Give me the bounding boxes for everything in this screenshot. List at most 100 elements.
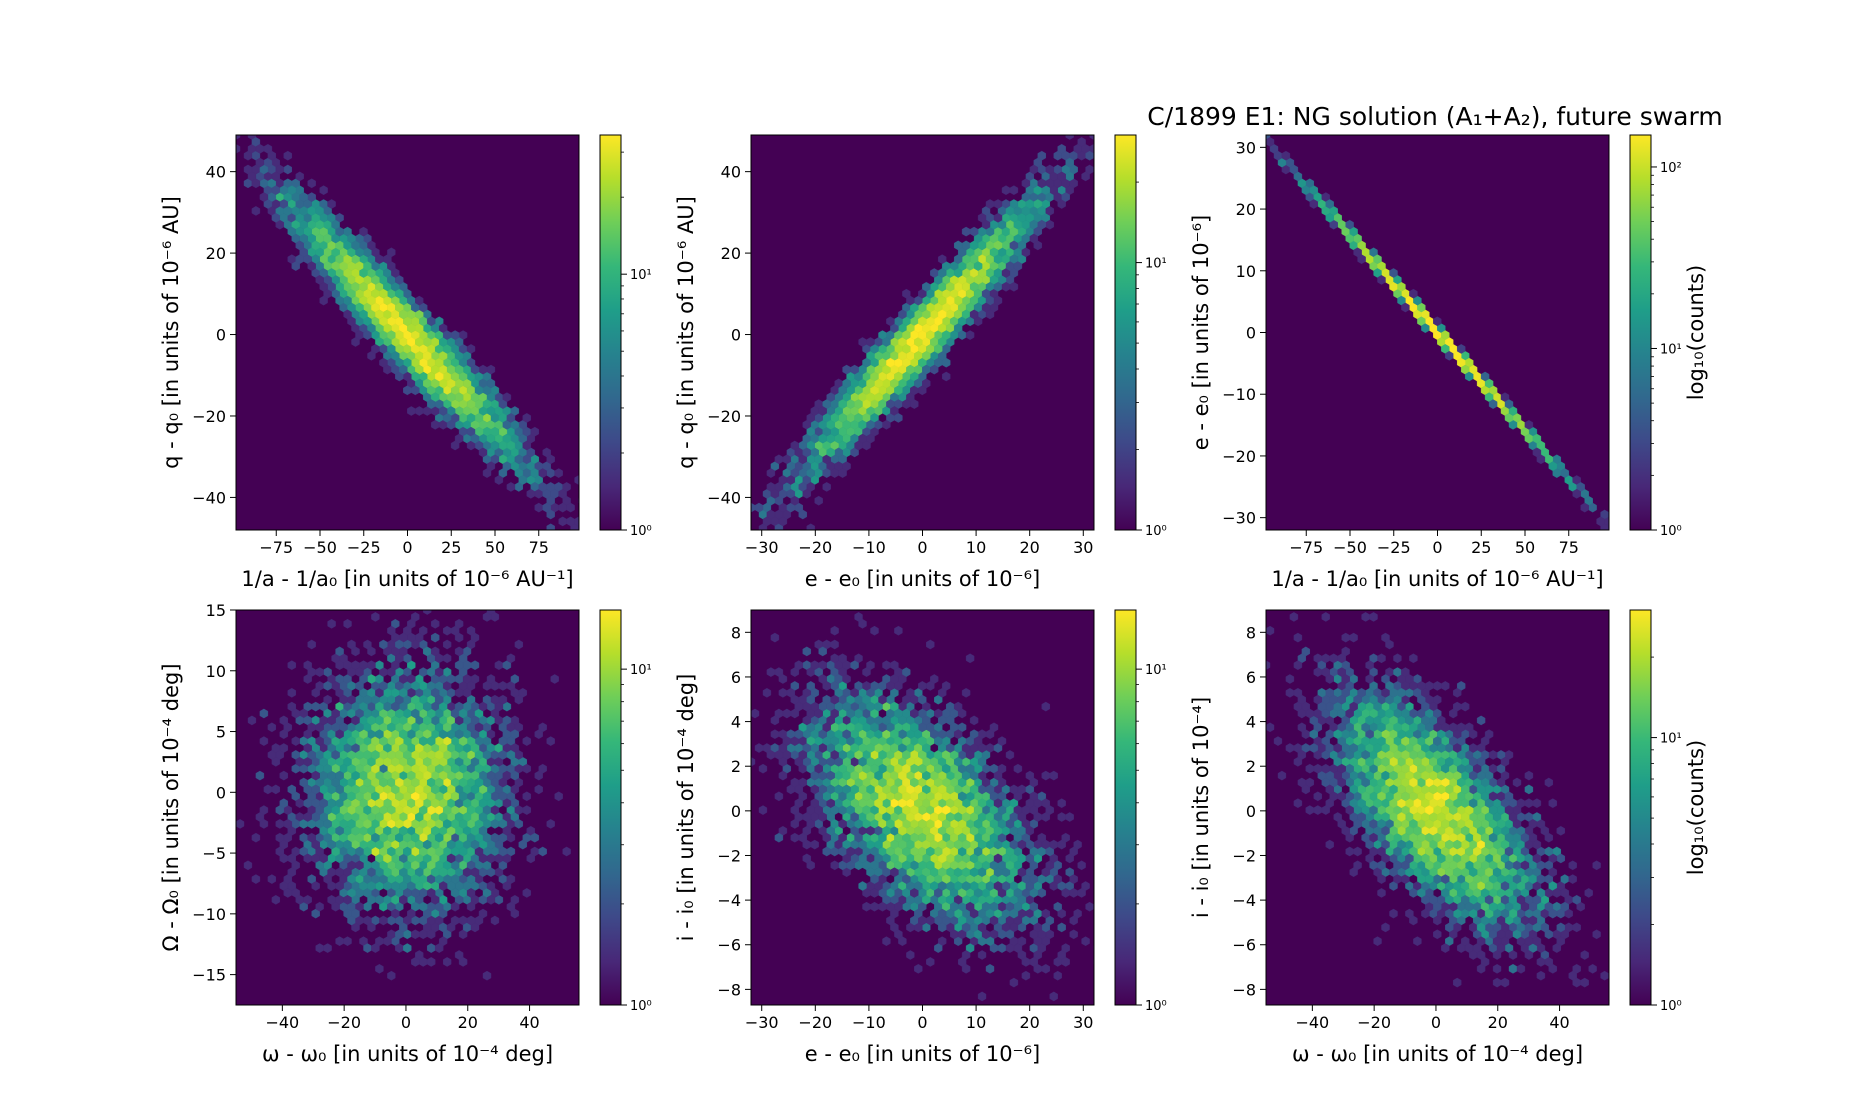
hex-bin	[494, 660, 504, 671]
hex-bin	[961, 922, 971, 933]
hex-bin	[1460, 825, 1470, 836]
hex-bin	[391, 660, 400, 671]
hex-bin	[454, 392, 464, 403]
hex-bin	[1321, 667, 1330, 677]
hex-bin	[1401, 791, 1410, 802]
hex-bin	[383, 812, 392, 822]
colorbar-tick-label: 10¹	[630, 268, 652, 283]
hex-bin	[1524, 936, 1534, 947]
hex-bin	[1309, 199, 1319, 209]
x-tick-label: 0	[401, 1013, 411, 1032]
hex-bin	[1381, 922, 1390, 933]
hex-bin	[411, 832, 420, 843]
hex-bin	[1281, 150, 1291, 161]
hex-bin	[1452, 756, 1462, 767]
y-tick-label: −10	[192, 905, 226, 924]
hex-bin	[918, 805, 927, 815]
hex-bin	[1301, 185, 1311, 196]
hex-bin	[450, 791, 460, 802]
hex-bin	[355, 860, 364, 871]
hex-bin	[558, 502, 567, 513]
y-axis-label: i - i₀ [in units of 10⁻⁴ deg]	[674, 674, 698, 942]
hex-bin	[335, 660, 344, 671]
hex-bin	[558, 488, 567, 499]
hex-bin	[1540, 825, 1550, 836]
hex-bin	[1009, 281, 1019, 292]
hex-bin	[279, 715, 288, 726]
hex-bin	[870, 888, 879, 898]
hex-bin	[311, 240, 320, 251]
hex-bin	[450, 819, 460, 829]
hex-bin	[1346, 599, 1354, 608]
hex-bin	[1325, 839, 1334, 850]
hex-bin	[1588, 963, 1597, 974]
hex-bin	[1572, 922, 1581, 933]
hex-bin	[1512, 805, 1522, 815]
hex-bin	[1433, 694, 1442, 705]
x-tick-label: 40	[1549, 1013, 1569, 1032]
hex-bin	[1377, 722, 1386, 733]
hex-bin	[1041, 798, 1051, 809]
hex-bin	[822, 468, 831, 478]
hex-bin	[498, 681, 508, 691]
hex-bin	[910, 722, 919, 733]
hex-bin	[826, 419, 835, 430]
hex-bin	[1057, 839, 1066, 850]
hex-bin	[1005, 860, 1015, 871]
hex-bin	[466, 888, 476, 898]
y-tick-label: −40	[707, 488, 741, 507]
x-tick-label: 25	[1471, 538, 1491, 557]
hex-bin	[1293, 798, 1303, 809]
hex-bin	[890, 743, 899, 753]
hex-bin	[335, 646, 344, 657]
hex-bin	[965, 330, 975, 340]
hex-bin	[1405, 908, 1414, 919]
hex-bin	[1337, 777, 1346, 788]
hex-bin	[343, 756, 352, 767]
hex-bin	[946, 295, 955, 306]
hex-bin	[950, 929, 959, 940]
hex-bin	[842, 419, 851, 430]
hex-bin	[1021, 178, 1031, 189]
hex-bin	[1397, 687, 1406, 698]
hex-bin	[1289, 164, 1299, 175]
hex-bin	[443, 625, 452, 636]
hex-bin	[862, 681, 871, 691]
hex-bin	[1500, 894, 1510, 905]
hex-bin	[1009, 908, 1019, 919]
hex-bin	[822, 482, 831, 492]
hex-bin	[1468, 729, 1478, 740]
hex-bin	[546, 454, 555, 465]
hex-bin	[874, 770, 883, 781]
x-tick-label: −30	[745, 538, 779, 557]
hex-bin	[1449, 819, 1458, 829]
hex-bin	[1341, 729, 1350, 740]
hex-bin	[407, 406, 416, 416]
hex-bin	[894, 385, 903, 396]
hex-bin	[367, 660, 376, 671]
hex-bin	[1341, 825, 1350, 836]
hex-bin	[395, 846, 404, 857]
hex-bin	[1508, 963, 1518, 974]
hex-bin	[1532, 798, 1542, 809]
hex-bin	[790, 777, 799, 788]
hex-bin	[466, 901, 476, 912]
hex-bin	[482, 750, 492, 760]
x-tick-label: 0	[402, 538, 412, 557]
hex-bin	[375, 867, 384, 878]
hex-bin	[458, 413, 468, 423]
hex-bin	[850, 364, 859, 375]
x-tick-label: 0	[1431, 1013, 1441, 1032]
hex-bin	[1377, 708, 1386, 719]
hex-bin	[435, 371, 444, 382]
hex-bin	[1456, 722, 1466, 733]
x-tick-label: −50	[303, 538, 337, 557]
hex-bin	[1464, 371, 1474, 382]
hex-bin	[1520, 860, 1530, 871]
hex-bin	[494, 475, 504, 485]
hex-bin	[383, 254, 392, 265]
hex-bin	[423, 337, 432, 347]
hex-bin	[407, 908, 416, 919]
hex-bin	[1061, 192, 1070, 202]
hex-bin	[1345, 805, 1354, 815]
